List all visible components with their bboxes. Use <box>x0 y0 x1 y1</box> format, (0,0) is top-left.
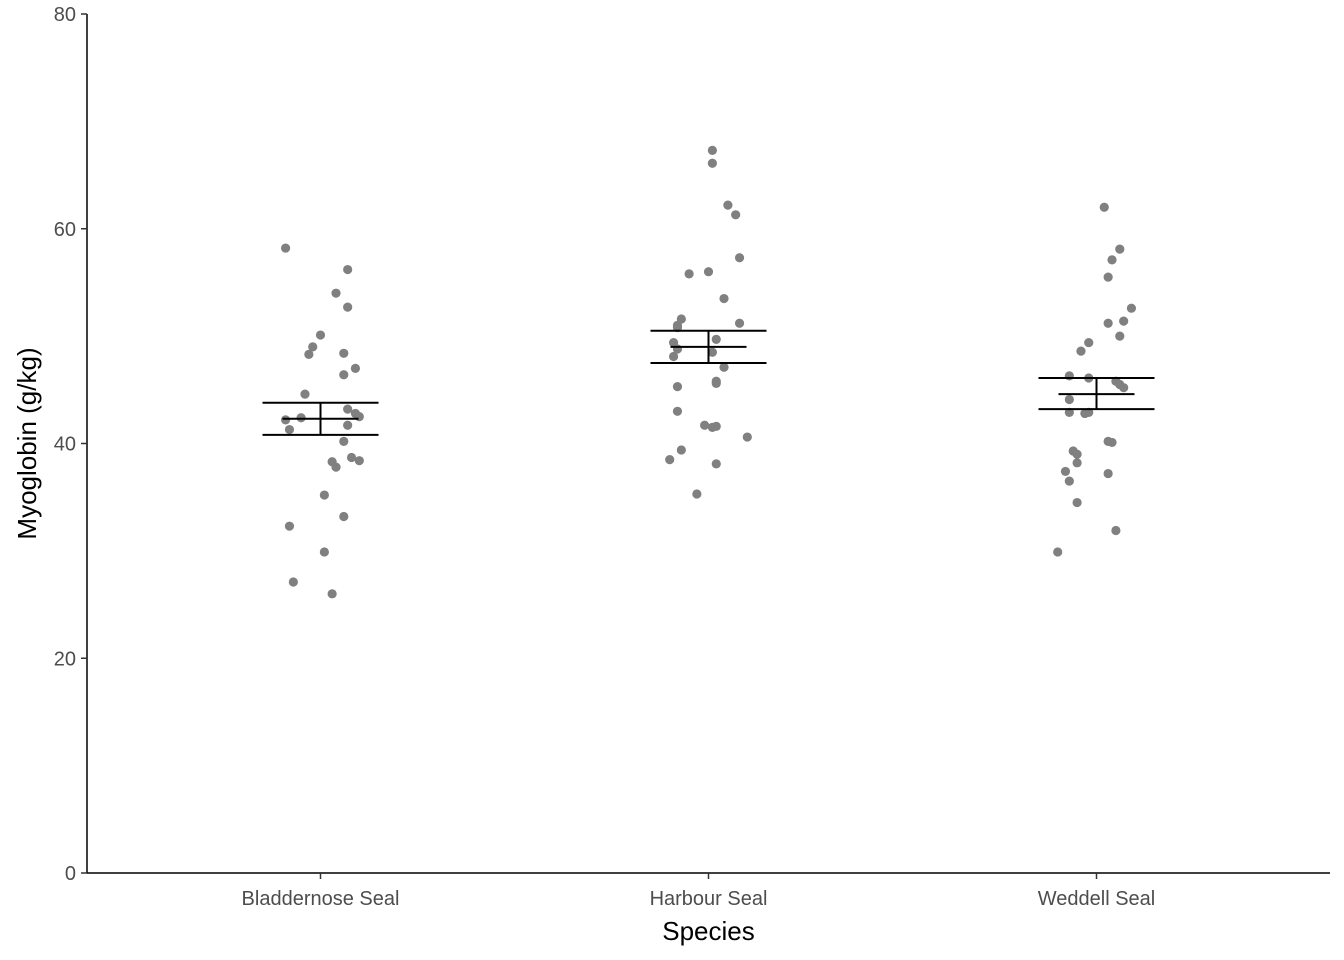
x-tick-label: Bladdernose Seal <box>242 888 400 910</box>
data-point <box>331 288 341 298</box>
data-point <box>1111 525 1121 536</box>
data-point <box>284 521 295 531</box>
data-point <box>734 253 745 263</box>
x-tick-label: Harbour Seal <box>650 888 768 910</box>
data-point <box>1126 303 1137 313</box>
x-axis-title: Species <box>662 916 755 946</box>
data-point <box>707 158 717 168</box>
data-point <box>707 347 717 357</box>
y-tick-label: 80 <box>54 4 76 26</box>
data-point <box>1053 547 1063 557</box>
data-point <box>339 370 349 380</box>
data-point <box>339 511 349 522</box>
data-point <box>1072 497 1082 508</box>
data-point <box>707 145 717 155</box>
data-point <box>703 267 714 277</box>
data-point <box>343 264 353 275</box>
data-point <box>676 445 686 455</box>
axes-layer <box>86 14 1330 874</box>
data-point <box>346 452 357 463</box>
data-point <box>284 424 295 435</box>
data-point <box>315 330 326 340</box>
x-ticks: Bladdernose Seal Harbour Seal Weddell Seal <box>242 873 1155 910</box>
data-point <box>711 421 721 431</box>
data-point <box>1103 272 1113 282</box>
data-point <box>676 314 686 324</box>
data-point <box>350 363 361 373</box>
data-point <box>339 348 349 358</box>
data-point <box>319 547 329 557</box>
data-point <box>280 243 291 253</box>
data-point <box>1115 331 1125 341</box>
data-point <box>1107 437 1117 448</box>
data-point <box>734 318 745 328</box>
data-point <box>1103 468 1113 479</box>
data-point <box>1119 383 1129 393</box>
y-tick-label: 60 <box>54 219 76 241</box>
x-tick-label: Weddell Seal <box>1038 888 1155 910</box>
data-point <box>672 381 683 392</box>
y-axis-title: Myoglobin (g/kg) <box>12 347 42 539</box>
data-point <box>304 349 314 359</box>
data-point <box>1072 458 1082 468</box>
data-point <box>339 436 349 446</box>
data-point <box>742 432 752 442</box>
data-point <box>308 342 318 352</box>
data-point <box>1107 255 1117 265</box>
points-layer <box>280 145 1137 599</box>
data-point <box>692 489 702 499</box>
data-point <box>719 293 729 304</box>
data-point <box>1084 337 1094 348</box>
data-point <box>343 302 353 312</box>
data-point <box>300 389 310 399</box>
data-point <box>711 459 721 469</box>
data-point <box>719 362 729 372</box>
data-point <box>343 420 353 430</box>
data-point <box>672 406 683 416</box>
data-point <box>668 351 679 362</box>
data-point <box>280 415 291 425</box>
data-point <box>1119 316 1129 326</box>
data-point <box>1076 346 1086 356</box>
data-point <box>665 455 675 465</box>
y-ticks: 0 20 40 60 80 <box>54 4 87 885</box>
y-tick-label: 40 <box>54 434 76 456</box>
error-bars-layer <box>262 329 1155 436</box>
data-point <box>1103 318 1113 328</box>
data-point <box>1060 466 1071 477</box>
data-point <box>1072 449 1082 459</box>
data-point <box>354 412 364 422</box>
data-point <box>343 404 353 414</box>
data-point <box>354 456 364 466</box>
data-point <box>296 413 306 423</box>
data-point <box>684 269 694 279</box>
data-point <box>327 589 337 599</box>
data-point <box>1064 394 1074 405</box>
data-point <box>700 420 710 430</box>
data-point <box>1064 476 1074 486</box>
y-tick-label: 0 <box>65 863 76 885</box>
data-point <box>731 210 741 220</box>
data-point <box>288 577 298 587</box>
data-point <box>1099 202 1109 212</box>
data-point <box>711 378 721 388</box>
data-point <box>711 334 721 344</box>
data-point <box>1064 371 1074 381</box>
data-point <box>319 490 329 500</box>
data-point <box>331 462 341 472</box>
data-point <box>1115 244 1125 254</box>
data-point <box>723 200 733 210</box>
y-tick-label: 20 <box>54 648 76 670</box>
